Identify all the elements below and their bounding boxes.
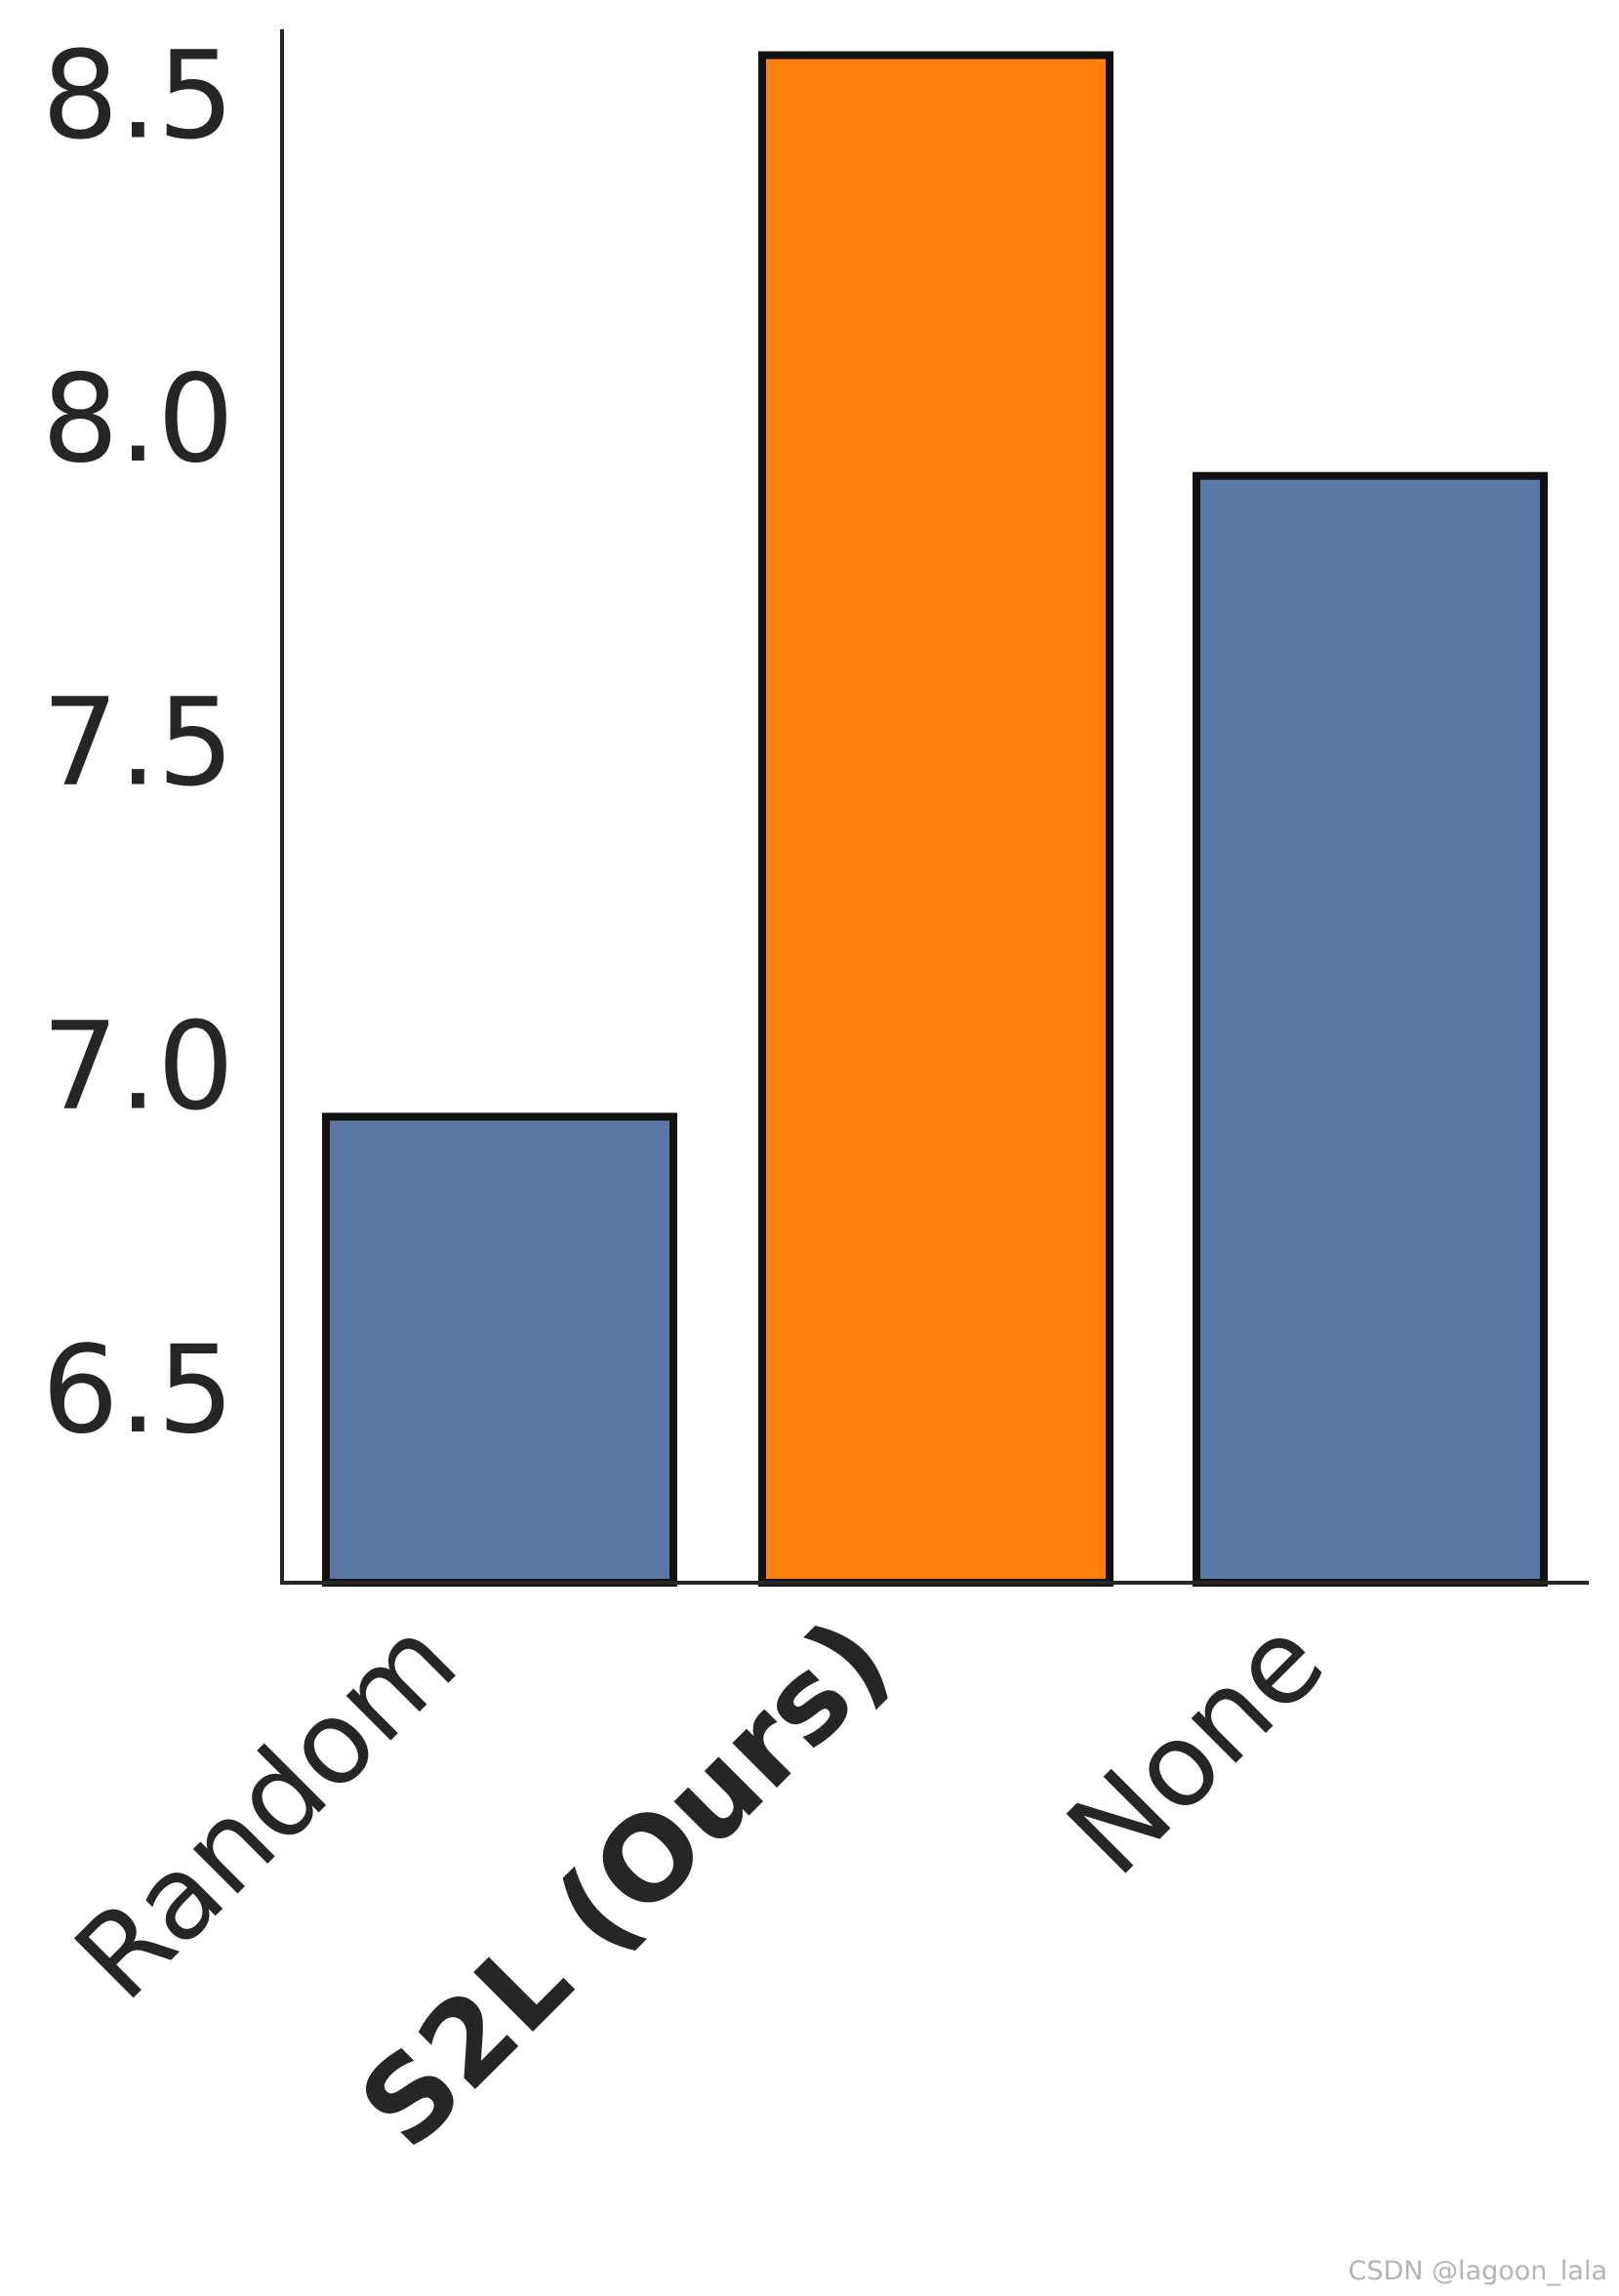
bar-none bbox=[1193, 471, 1548, 1588]
y-ticks-group: 6.5 7.0 7.5 8.0 8.5 bbox=[42, 25, 234, 1461]
y-tick-label: 6.5 bbox=[42, 1320, 234, 1461]
bar-random bbox=[322, 1112, 677, 1588]
bar-s2l-ours bbox=[758, 51, 1113, 1588]
y-tick-label: 8.0 bbox=[42, 349, 234, 490]
x-tick-label: Random bbox=[50, 1592, 482, 2025]
y-tick-label: 7.5 bbox=[42, 673, 234, 814]
x-tick-label: None bbox=[1042, 1592, 1350, 1900]
bars-group bbox=[322, 51, 1548, 1588]
watermark-text: CSDN @lagoon_lala bbox=[1348, 2256, 1608, 2286]
y-tick-label: 7.0 bbox=[42, 996, 234, 1137]
y-tick-label: 8.5 bbox=[42, 25, 234, 166]
